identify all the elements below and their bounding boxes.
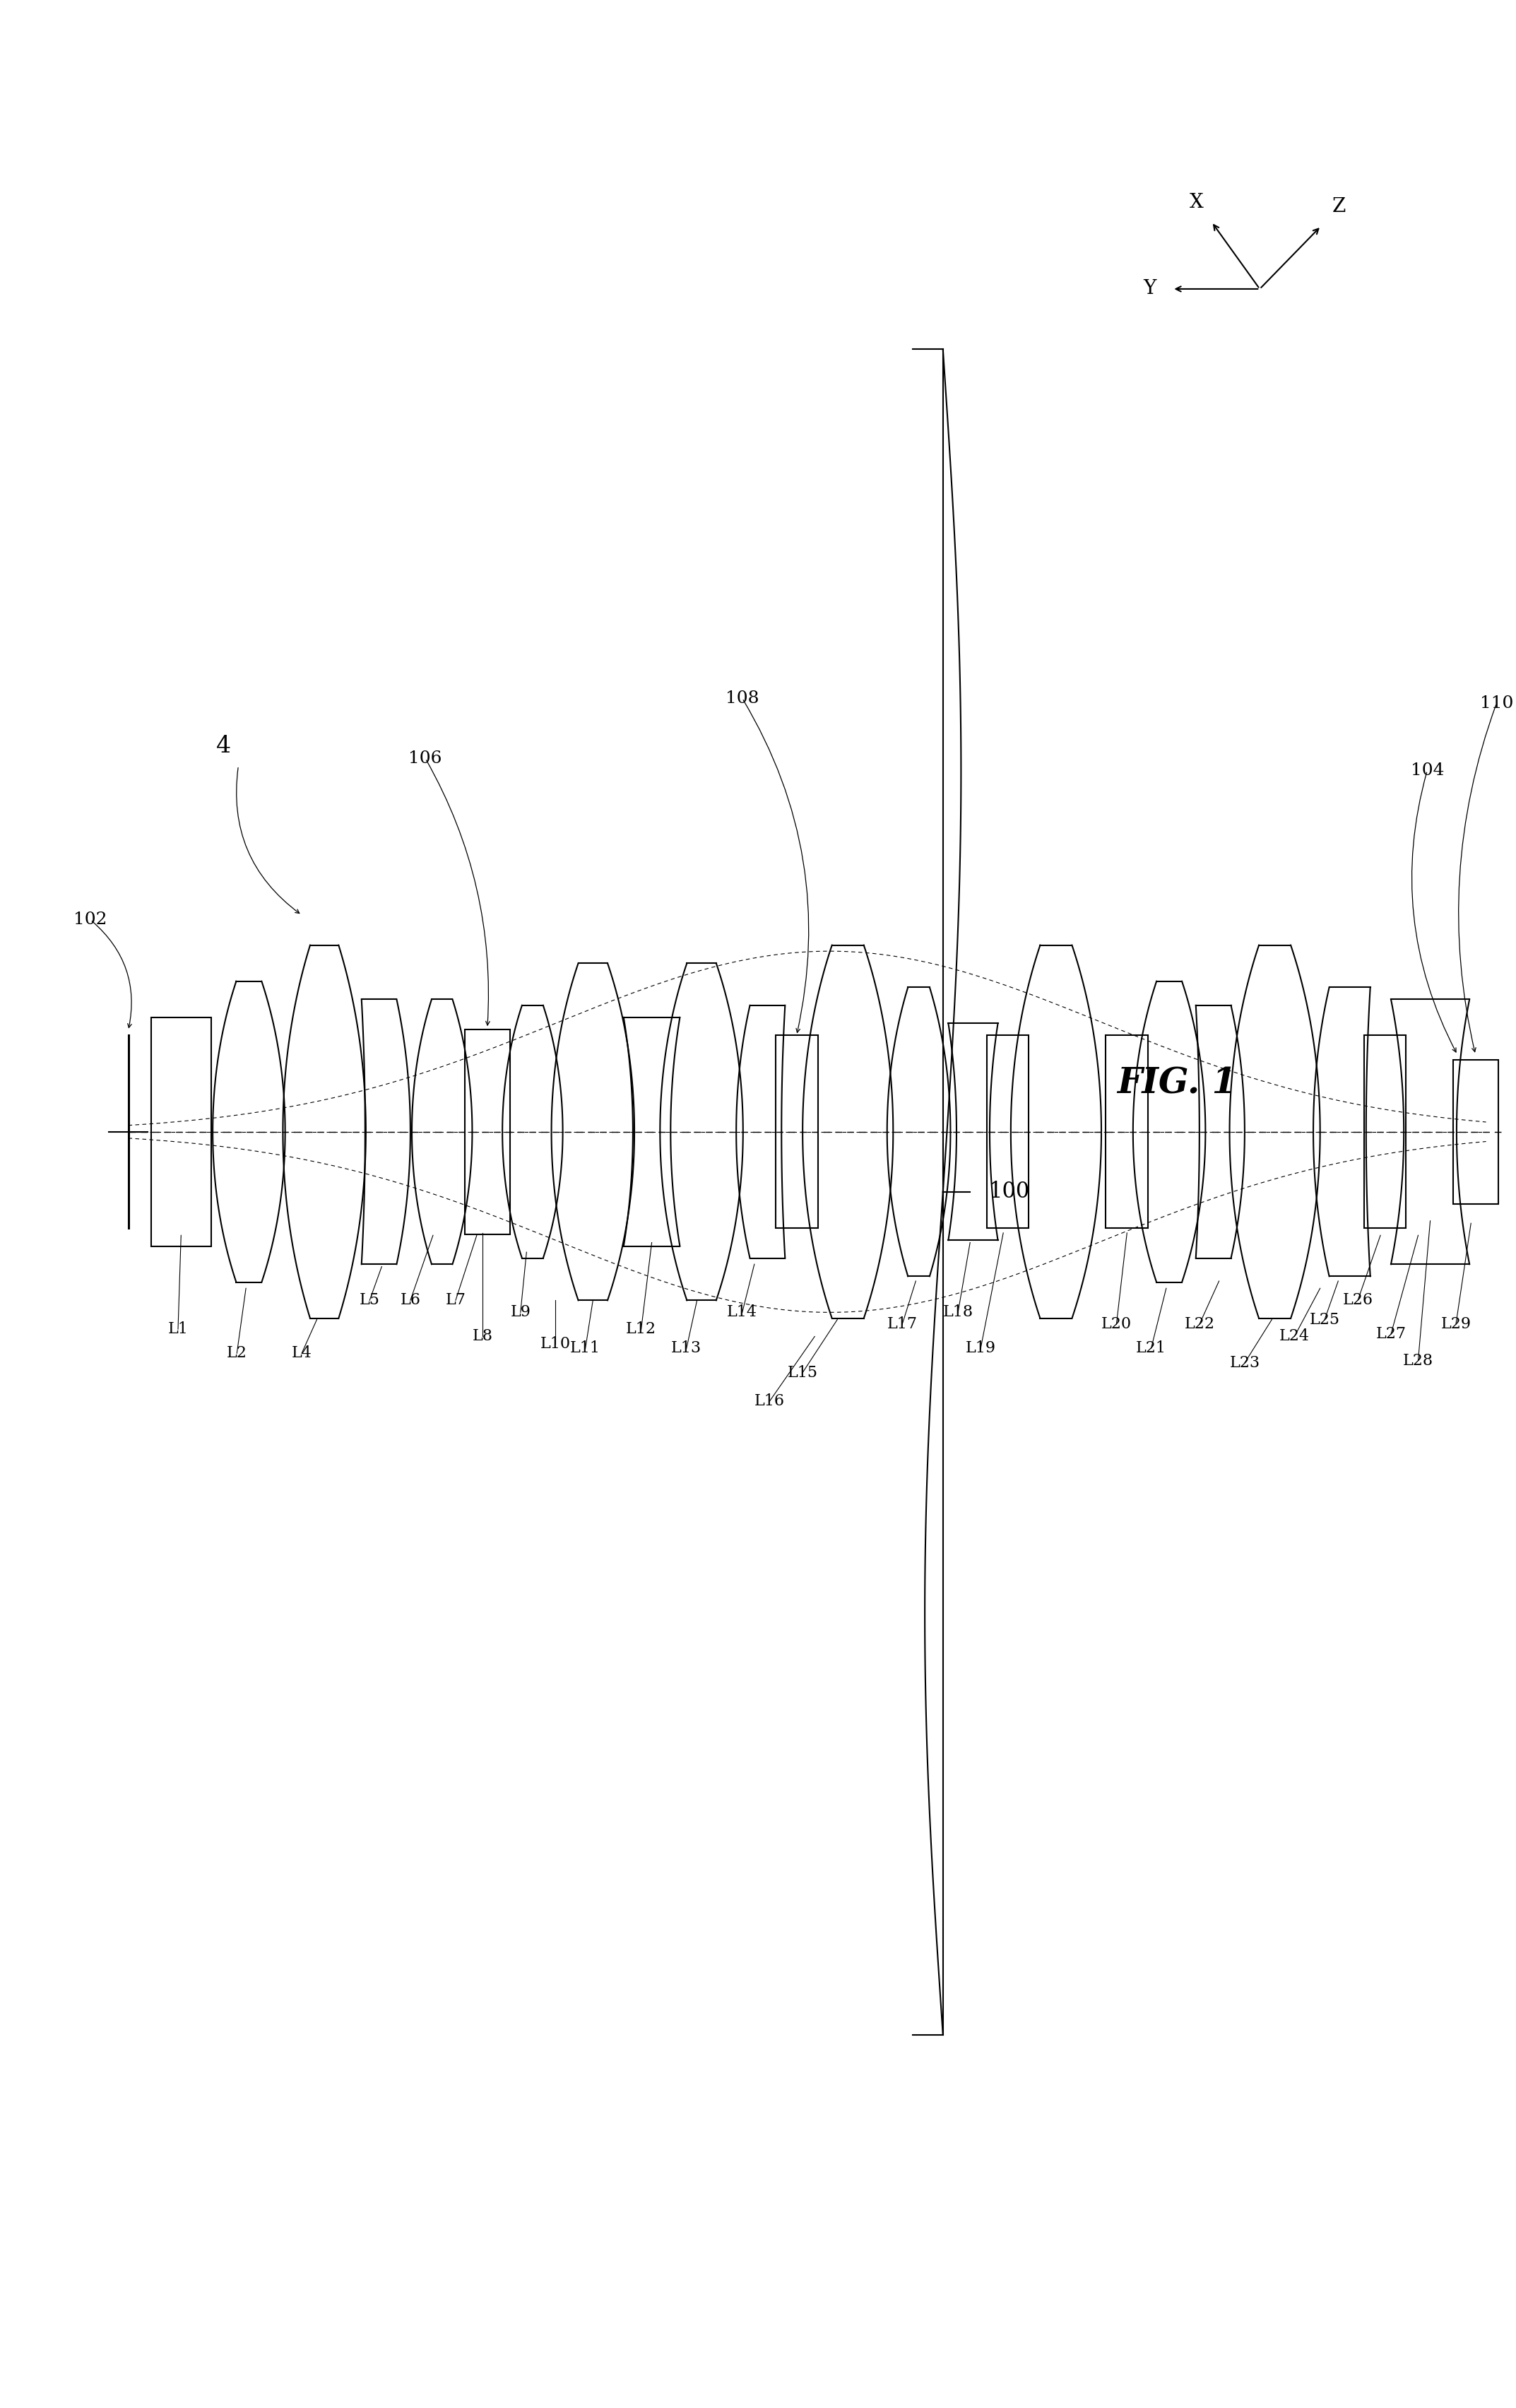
- Text: FIG. 1: FIG. 1: [1117, 1067, 1237, 1100]
- Text: L10: L10: [540, 1336, 570, 1351]
- Text: L15: L15: [787, 1365, 817, 1380]
- Text: X: X: [1190, 193, 1204, 212]
- Bar: [1364, 1035, 1405, 1228]
- Text: L1: L1: [168, 1322, 188, 1336]
- Text: L2: L2: [227, 1346, 247, 1361]
- Text: L8: L8: [473, 1329, 493, 1344]
- Text: 4: 4: [215, 734, 230, 759]
- Bar: [465, 1031, 509, 1233]
- Text: L20: L20: [1101, 1317, 1131, 1332]
- Bar: [152, 1016, 211, 1247]
- Text: L5: L5: [359, 1293, 381, 1308]
- Text: Z: Z: [1333, 197, 1346, 217]
- Text: L16: L16: [755, 1394, 785, 1409]
- Text: 104: 104: [1410, 763, 1443, 778]
- Text: L11: L11: [570, 1341, 600, 1356]
- Text: Y: Y: [1143, 279, 1157, 299]
- Text: L6: L6: [400, 1293, 420, 1308]
- Bar: [987, 1035, 1029, 1228]
- Text: L13: L13: [672, 1341, 702, 1356]
- Text: L29: L29: [1440, 1317, 1471, 1332]
- Text: L14: L14: [728, 1305, 758, 1320]
- Text: 102: 102: [74, 913, 108, 927]
- Text: L27: L27: [1377, 1327, 1407, 1341]
- Text: L25: L25: [1310, 1312, 1340, 1327]
- Bar: [776, 1035, 817, 1228]
- Text: L4: L4: [291, 1346, 312, 1361]
- Text: L12: L12: [626, 1322, 656, 1336]
- Text: 106: 106: [409, 751, 443, 766]
- Text: L24: L24: [1280, 1329, 1310, 1344]
- Text: 100: 100: [988, 1180, 1029, 1204]
- Text: L17: L17: [887, 1317, 917, 1332]
- Bar: [1105, 1035, 1148, 1228]
- Text: L23: L23: [1229, 1356, 1260, 1370]
- Text: L19: L19: [966, 1341, 996, 1356]
- Bar: [1452, 1060, 1498, 1204]
- Text: 108: 108: [726, 691, 760, 706]
- Text: L9: L9: [511, 1305, 531, 1320]
- Text: L7: L7: [446, 1293, 465, 1308]
- Text: 110: 110: [1480, 696, 1513, 710]
- Text: L22: L22: [1184, 1317, 1214, 1332]
- Text: L18: L18: [943, 1305, 973, 1320]
- Text: L28: L28: [1402, 1353, 1434, 1368]
- Text: L21: L21: [1135, 1341, 1166, 1356]
- Text: L26: L26: [1343, 1293, 1373, 1308]
